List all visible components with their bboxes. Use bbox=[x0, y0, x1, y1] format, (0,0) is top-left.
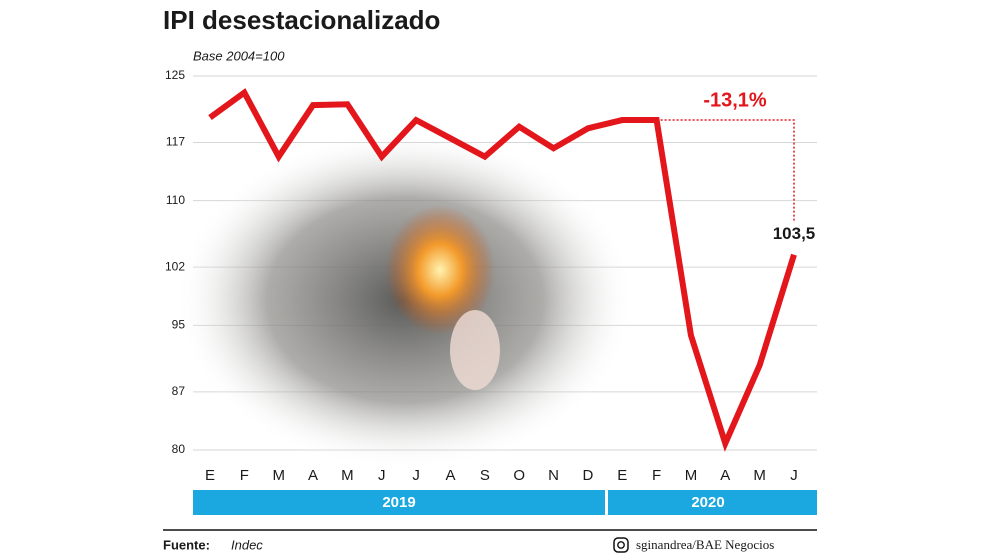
x-tick-label: E bbox=[205, 467, 215, 484]
y-tick-label: 80 bbox=[172, 442, 186, 456]
instagram-icon bbox=[617, 541, 625, 549]
y-tick-label: 125 bbox=[165, 68, 185, 82]
credit: sginandrea/BAE Negocios bbox=[636, 537, 774, 552]
x-tick-label: M bbox=[272, 467, 285, 484]
x-tick-label: J bbox=[412, 467, 420, 484]
x-tick-label: M bbox=[753, 467, 766, 484]
y-tick-label: 102 bbox=[165, 259, 185, 273]
value-label: 103,5 bbox=[773, 224, 816, 243]
x-tick-label: A bbox=[720, 467, 730, 484]
annotation-bracket bbox=[656, 119, 795, 223]
y-tick-label: 117 bbox=[166, 135, 185, 149]
x-tick-label: N bbox=[548, 467, 559, 484]
y-tick-label: 110 bbox=[166, 193, 185, 207]
x-tick-label: J bbox=[378, 467, 386, 484]
year-label: 2019 bbox=[382, 494, 415, 511]
year-band bbox=[193, 490, 605, 515]
series-line bbox=[208, 88, 797, 452]
y-tick-label: 95 bbox=[172, 318, 186, 332]
x-tick-label: E bbox=[617, 467, 627, 484]
x-tick-label: M bbox=[341, 467, 354, 484]
x-tick-label: A bbox=[445, 467, 455, 484]
y-tick-label: 87 bbox=[172, 384, 186, 398]
x-tick-label: D bbox=[582, 467, 593, 484]
chart-title: IPI desestacionalizado bbox=[163, 5, 440, 35]
source: Indec bbox=[231, 537, 263, 552]
x-tick-label: O bbox=[513, 467, 525, 484]
year-band bbox=[608, 490, 817, 515]
chart-subtitle: Base 2004=100 bbox=[193, 48, 285, 63]
background-photo bbox=[175, 130, 635, 470]
x-tick-label: F bbox=[652, 467, 661, 484]
x-tick-label: A bbox=[308, 467, 318, 484]
x-tick-label: J bbox=[790, 467, 798, 484]
instagram-icon bbox=[613, 537, 629, 553]
annotation: -13,1% bbox=[703, 89, 767, 111]
x-tick-label: F bbox=[240, 467, 249, 484]
year-label: 2020 bbox=[691, 494, 724, 511]
x-tick-label: M bbox=[685, 467, 698, 484]
x-tick-label: S bbox=[480, 467, 490, 484]
source-label: Fuente: bbox=[163, 537, 210, 552]
